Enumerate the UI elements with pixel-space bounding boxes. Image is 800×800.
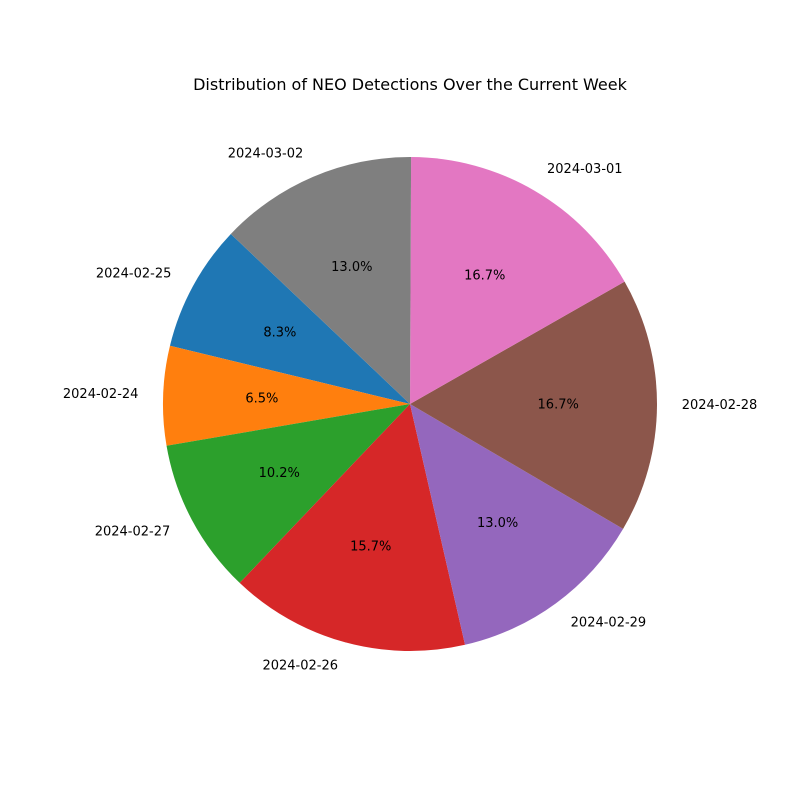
slice-percent-label: 6.5% bbox=[245, 391, 278, 406]
slice-category-label: 2024-03-02 bbox=[228, 147, 304, 162]
pie-slice-2024-03-02 bbox=[230, 157, 412, 404]
slice-category-label: 2024-02-26 bbox=[262, 658, 338, 673]
slice-percent-label: 16.7% bbox=[538, 397, 579, 412]
chart-title: Distribution of NEO Detections Over the … bbox=[193, 75, 628, 94]
slice-percent-label: 13.0% bbox=[331, 260, 372, 275]
slice-percent-label: 16.7% bbox=[464, 269, 505, 284]
pie-labels: 8.3% 2024-02-25 6.5% 2024-02-24 10.2% 2024-02… bbox=[63, 147, 757, 674]
pie-slice-2024-02-25 bbox=[169, 233, 410, 404]
slice-category-label: 2024-03-01 bbox=[547, 162, 623, 177]
slice-category-label: 2024-02-24 bbox=[63, 387, 139, 402]
slice-category-label: 2024-02-27 bbox=[95, 524, 171, 539]
slice-percent-label: 13.0% bbox=[477, 516, 518, 531]
slice-category-label: 2024-02-25 bbox=[96, 267, 172, 282]
pie-slice-2024-02-29 bbox=[410, 404, 624, 645]
pie-slice-2024-03-01 bbox=[410, 157, 625, 404]
slice-percent-label: 8.3% bbox=[263, 326, 296, 341]
pie-slices bbox=[163, 157, 657, 652]
slice-percent-label: 15.7% bbox=[350, 539, 391, 554]
pie-slice-2024-02-24 bbox=[163, 345, 410, 446]
slice-category-label: 2024-02-29 bbox=[571, 616, 647, 631]
slice-percent-label: 10.2% bbox=[259, 466, 300, 481]
slice-category-label: 2024-02-28 bbox=[682, 398, 758, 413]
pie-slice-2024-02-27 bbox=[166, 404, 410, 583]
pie-slice-2024-02-26 bbox=[239, 404, 466, 652]
pie-slice-2024-02-28 bbox=[410, 281, 657, 529]
